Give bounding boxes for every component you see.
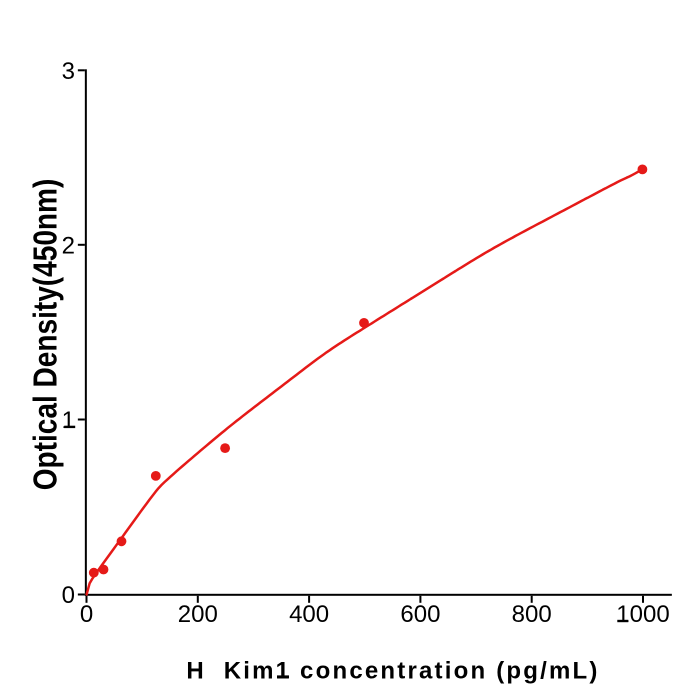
svg-text:200: 200 [178, 601, 218, 628]
svg-text:3: 3 [62, 58, 75, 85]
svg-text:Optical Density(450nm): Optical Density(450nm) [27, 179, 64, 491]
svg-text:0: 0 [80, 601, 93, 628]
svg-text:0: 0 [62, 582, 75, 609]
svg-text:800: 800 [512, 601, 552, 628]
svg-text:2: 2 [62, 232, 75, 259]
svg-text:400: 400 [289, 601, 329, 628]
svg-text:1000: 1000 [616, 601, 669, 628]
svg-text:H Kim1 concentration (pg/mL): H Kim1 concentration (pg/mL) [186, 657, 599, 684]
svg-text:600: 600 [400, 601, 440, 628]
